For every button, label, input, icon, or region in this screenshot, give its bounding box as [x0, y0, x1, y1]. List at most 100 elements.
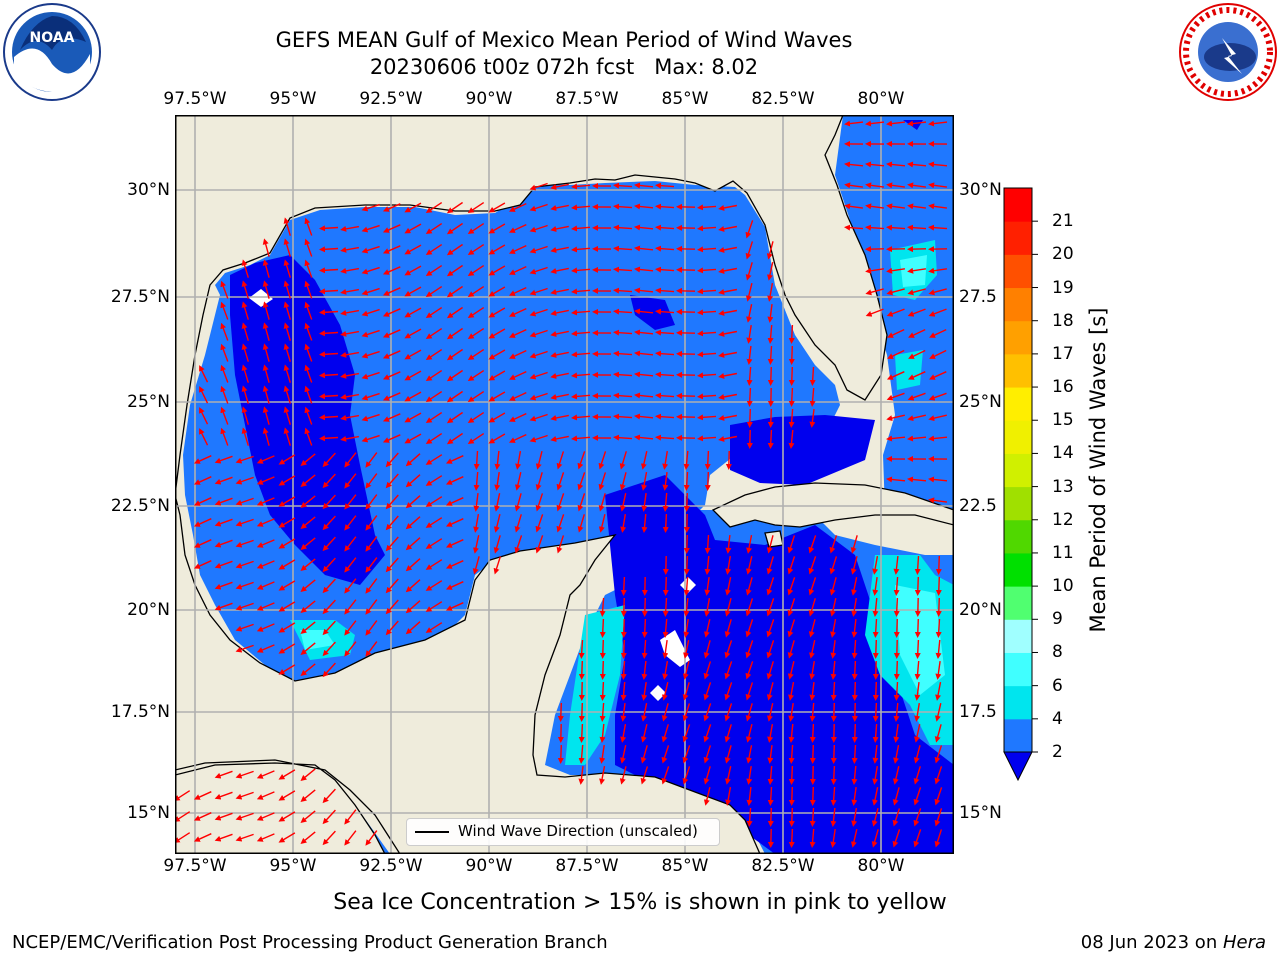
wind-wave-arrow — [322, 473, 336, 489]
colorbar-tick-label: 21 — [1052, 211, 1074, 232]
wind-wave-arrow — [809, 682, 816, 701]
colorbar-tick-label: 13 — [1052, 476, 1074, 497]
wind-wave-arrow — [300, 621, 316, 635]
svg-text:NOAA: NOAA — [30, 30, 75, 46]
wind-wave-arrow — [928, 182, 947, 189]
wind-wave-arrow — [851, 597, 858, 617]
wind-wave-arrow — [425, 391, 443, 403]
wind-wave-arrow — [262, 259, 270, 278]
wind-wave-arrow — [556, 472, 565, 491]
wind-wave-arrow — [404, 370, 422, 381]
colorbar-tick-label: 20 — [1052, 244, 1074, 265]
wind-wave-arrow — [928, 288, 947, 296]
wind-wave-arrow — [745, 220, 754, 239]
wind-wave-arrow — [550, 267, 569, 274]
wind-wave-arrow — [830, 765, 837, 785]
wind-wave-arrow — [300, 495, 316, 509]
wind-wave-arrow — [283, 280, 291, 299]
wind-wave-arrow — [914, 682, 921, 701]
wind-wave-arrow — [361, 350, 380, 359]
wind-wave-arrow — [746, 765, 753, 785]
wind-wave-arrow — [634, 287, 654, 294]
wind-wave-arrow — [634, 182, 654, 189]
wind-wave-arrow — [467, 223, 485, 235]
wind-wave-arrow — [704, 534, 711, 554]
wind-wave-arrow — [300, 453, 316, 467]
wind-wave-arrow — [683, 450, 690, 470]
wind-wave-arrow — [703, 661, 712, 680]
wind-wave-arrow — [928, 120, 948, 127]
wind-wave-arrow — [766, 535, 774, 554]
lat-tick-left: 30°N — [127, 180, 170, 200]
wind-wave-arrow — [467, 286, 485, 298]
wind-wave-arrow — [529, 413, 548, 422]
wind-wave-arrow — [304, 406, 313, 425]
wind-wave-arrow — [361, 329, 380, 338]
wind-wave-arrow — [745, 283, 753, 302]
wind-wave-arrow — [262, 301, 270, 320]
wind-wave-arrow — [745, 640, 754, 659]
wind-wave-arrow — [361, 371, 380, 380]
wind-wave-arrow — [745, 682, 754, 701]
wind-wave-arrow — [598, 514, 606, 533]
wind-wave-arrow — [599, 597, 606, 617]
wind-wave-arrow — [556, 493, 565, 512]
colorbar-tick-label: 12 — [1052, 509, 1074, 530]
wind-wave-arrow — [928, 308, 947, 317]
wind-wave-arrow — [766, 640, 775, 659]
wind-wave-arrow — [446, 201, 463, 214]
wind-wave-arrow — [613, 392, 633, 399]
wind-wave-arrow — [344, 536, 357, 552]
wind-wave-arrow — [851, 639, 858, 659]
wind-wave-arrow — [550, 393, 569, 400]
lon-tick-top: 95°W — [269, 89, 317, 109]
wind-wave-arrow — [214, 602, 233, 611]
wind-wave-arrow — [850, 829, 858, 848]
wind-wave-arrow — [887, 328, 905, 338]
wind-wave-arrow — [746, 324, 753, 344]
wind-wave-arrow — [300, 663, 316, 677]
wind-wave-arrow — [934, 703, 942, 722]
wind-wave-arrow — [640, 766, 649, 785]
wind-wave-arrow — [808, 619, 816, 638]
wind-wave-arrow — [340, 372, 360, 379]
wind-wave-arrow — [683, 555, 690, 575]
wind-wave-arrow — [278, 580, 296, 591]
wind-wave-arrow — [514, 514, 522, 533]
wind-wave-arrow — [850, 556, 858, 575]
wind-wave-arrow — [683, 576, 690, 596]
wind-wave-arrow — [385, 515, 399, 531]
wind-wave-arrow — [683, 640, 690, 659]
wind-wave-arrow — [662, 492, 669, 512]
wind-wave-arrow — [788, 366, 795, 386]
wind-wave-arrow — [404, 286, 422, 297]
wind-wave-arrow — [235, 644, 254, 653]
wind-wave-arrow — [766, 661, 774, 680]
wind-wave-arrow — [935, 681, 942, 701]
wind-wave-arrow — [405, 621, 421, 635]
wind-wave-arrow — [508, 202, 527, 212]
wind-wave-arrow — [571, 372, 591, 379]
colorbar-tick-label: 11 — [1052, 542, 1074, 563]
wind-wave-arrow — [641, 660, 648, 680]
wind-wave-arrow — [473, 450, 480, 470]
wind-wave-arrow — [256, 644, 275, 653]
wind-wave-arrow — [446, 327, 463, 340]
wind-wave-arrow — [220, 343, 229, 362]
wind-wave-arrow — [319, 267, 339, 274]
wind-wave-arrow — [767, 304, 774, 323]
wind-wave-arrow — [599, 702, 606, 722]
wind-wave-arrow — [278, 790, 296, 801]
wind-wave-arrow — [907, 120, 927, 127]
wind-wave-arrow — [872, 597, 879, 617]
wind-wave-arrow — [641, 639, 648, 659]
wind-wave-arrow — [382, 329, 401, 338]
wind-wave-arrow — [766, 682, 774, 701]
wind-wave-arrow — [934, 724, 942, 743]
wind-wave-arrow — [446, 306, 463, 319]
lon-tick-top: 87.5°W — [555, 89, 619, 109]
wind-wave-arrow — [319, 288, 339, 295]
wind-wave-arrow — [934, 787, 943, 806]
wind-wave-arrow — [214, 497, 233, 506]
wind-wave-arrow — [262, 406, 270, 425]
